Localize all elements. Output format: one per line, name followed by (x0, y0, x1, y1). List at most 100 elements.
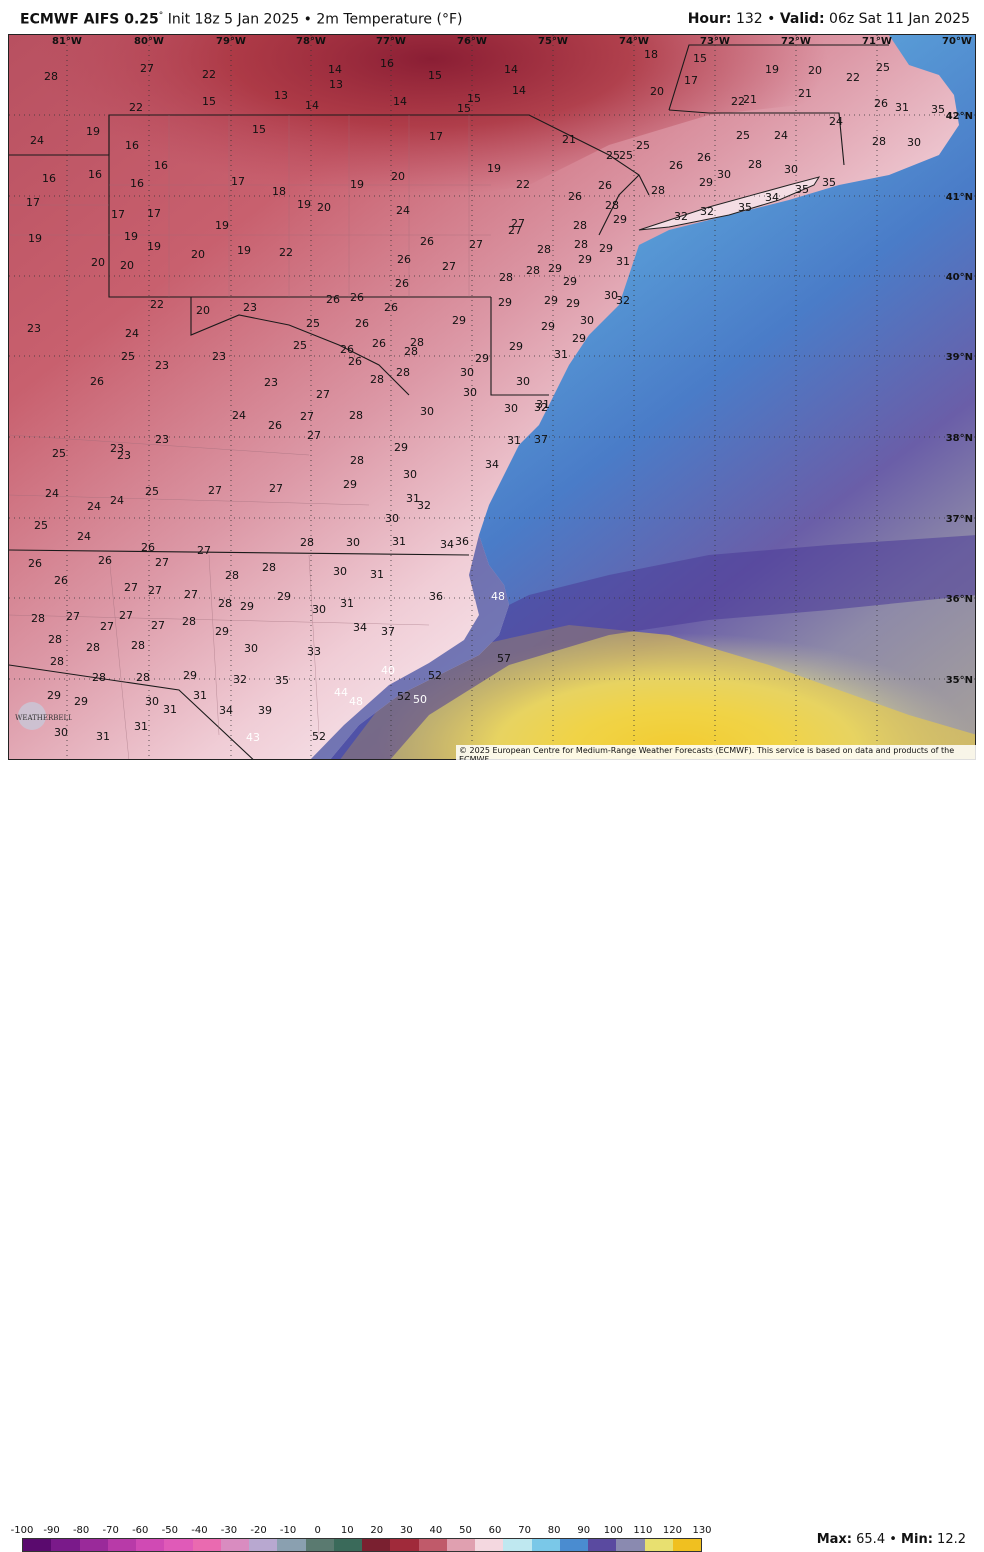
temp-label: 24 (30, 134, 44, 147)
longitude-label: 77°W (376, 36, 406, 47)
temp-label: 27 (119, 609, 133, 622)
temp-label: 28 (370, 373, 384, 386)
temp-label: 28 (526, 264, 540, 277)
temp-label: 26 (420, 235, 434, 248)
temp-label: 26 (90, 375, 104, 388)
temp-label: 27 (307, 429, 321, 442)
temp-label: 32 (233, 673, 247, 686)
temp-label: 44 (334, 686, 348, 699)
temp-label: 27 (155, 556, 169, 569)
temp-label: 31 (193, 689, 207, 702)
legend-swatch (531, 1539, 560, 1551)
temp-label: 26 (350, 291, 364, 304)
color-legend: -100 -90 -80 -70 -60 -50 -40 -30 -20 -10 0 10 20 30 40… (0, 760, 984, 1552)
long-island (638, 176, 821, 231)
temp-label: 29 (343, 478, 357, 491)
temp-label: 29 (240, 600, 254, 613)
temp-label: 19 (86, 125, 100, 138)
temp-label: 28 (410, 336, 424, 349)
temp-label: 29 (394, 441, 408, 454)
legend-swatch (644, 1539, 673, 1551)
temp-label: 19 (28, 232, 42, 245)
latitude-label: 41°N (946, 192, 973, 203)
temp-label: 28 (651, 184, 665, 197)
temp-label: 20 (196, 304, 210, 317)
temp-label: 15 (428, 69, 442, 82)
temp-label: 32 (417, 499, 431, 512)
temp-label: 19 (237, 244, 251, 257)
temp-label: 15 (693, 52, 707, 65)
latitude-label: 37°N (946, 514, 973, 525)
temp-label: 30 (312, 603, 326, 616)
temp-label: 28 (31, 612, 45, 625)
temp-label: 21 (798, 87, 812, 100)
temp-label: 34 (440, 538, 454, 551)
legend-ticks: -100 -90 -80 -70 -60 -50 -40 -30 -20 -10 0 10 20 30 40… (0, 1525, 760, 1537)
temp-label: 25 (736, 129, 750, 142)
temp-label: 27 (208, 484, 222, 497)
temp-label: 27 (140, 62, 154, 75)
temp-label: 15 (467, 92, 481, 105)
temp-label: 20 (650, 85, 664, 98)
valid-info: Hour: 132 • Valid: 06z Sat 11 Jan 2025 (688, 11, 970, 27)
legend-tick: -40 (191, 1525, 208, 1536)
temp-label: 29 (498, 296, 512, 309)
temp-label: 30 (784, 163, 798, 176)
temp-label: 19 (297, 198, 311, 211)
temp-label: 30 (420, 405, 434, 418)
temp-label: 19 (215, 219, 229, 232)
temp-label: 31 (96, 730, 110, 743)
temp-label: 28 (50, 655, 64, 668)
temp-label: 25 (293, 339, 307, 352)
temp-label: 26 (355, 317, 369, 330)
latitude-label: 39°N (946, 352, 973, 363)
model-name: ECMWF AIFS 0.25 (20, 11, 159, 28)
temp-label: 31 (392, 535, 406, 548)
temp-label: 50 (413, 693, 427, 706)
temp-label: 26 (28, 557, 42, 570)
title-bullet: • (303, 11, 312, 28)
longitude-label: 71°W (862, 36, 892, 47)
temp-label: 17 (26, 196, 40, 209)
temp-label: 26 (348, 355, 362, 368)
legend-tick: -30 (220, 1525, 238, 1536)
legend-tick: -90 (43, 1525, 60, 1536)
legend-tick: -70 (102, 1525, 119, 1536)
temp-label: 28 (136, 671, 150, 684)
legend-swatch (418, 1539, 447, 1551)
temp-label: 23 (27, 322, 41, 335)
temp-label: 33 (307, 645, 321, 658)
temp-label: 14 (328, 63, 342, 76)
temp-label: 31 (134, 720, 148, 733)
temp-label: 31 (370, 568, 384, 581)
temp-label: 31 (507, 434, 521, 447)
latitude-label: 42°N (946, 111, 973, 122)
temp-label: 27 (151, 619, 165, 632)
temp-label: 27 (300, 410, 314, 423)
temp-label: 32 (534, 401, 548, 414)
temp-label: 34 (219, 704, 233, 717)
latitude-label: 40°N (946, 272, 973, 283)
temp-label: 27 (316, 388, 330, 401)
degree-sign: ° (158, 11, 164, 21)
legend-swatch (79, 1539, 108, 1551)
logo-text: WEATHERBELL (15, 714, 72, 722)
temp-label: 30 (333, 565, 347, 578)
valid-value: 06z Sat 11 Jan 2025 (829, 11, 970, 27)
legend-tick: 20 (370, 1525, 384, 1536)
temp-label: 28 (86, 641, 100, 654)
temp-label: 30 (516, 375, 530, 388)
temp-label: 28 (396, 366, 410, 379)
temp-label: 19 (350, 178, 364, 191)
temp-label: 31 (536, 398, 550, 411)
temp-label: 26 (340, 343, 354, 356)
temp-label: 22 (731, 95, 745, 108)
temp-label: 30 (145, 695, 159, 708)
temp-label: 26 (697, 151, 711, 164)
temp-label: 32 (616, 294, 630, 307)
temp-label: 28 (573, 219, 587, 232)
temp-label: 27 (100, 620, 114, 633)
temp-label: 19 (487, 162, 501, 175)
longitude-label: 80°W (134, 36, 164, 47)
temp-label: 22 (516, 178, 530, 191)
